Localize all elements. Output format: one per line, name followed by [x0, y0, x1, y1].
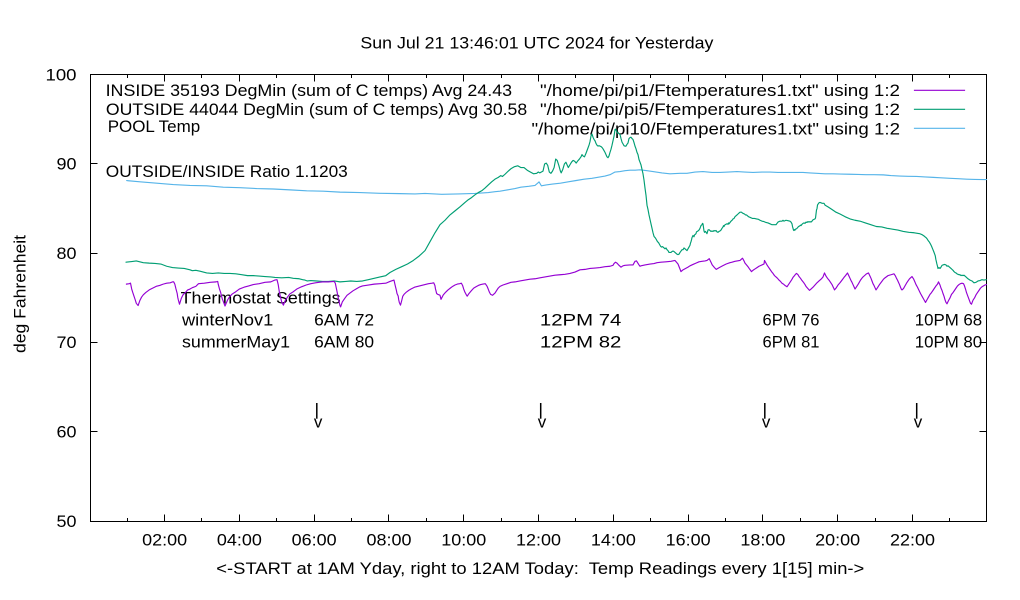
svg-text:INSIDE 35193 DegMin (sum of C: INSIDE 35193 DegMin (sum of C temps) Avg… — [106, 81, 512, 100]
svg-text:18:00: 18:00 — [740, 531, 785, 550]
svg-text:<-START at 1AM Yday, right to: <-START at 1AM Yday, right to 12AM Today… — [216, 559, 864, 578]
svg-text:Sun Jul 21 13:46:01 UTC 2024 f: Sun Jul 21 13:46:01 UTC 2024 for Yesterd… — [360, 34, 714, 53]
svg-text:04:00: 04:00 — [217, 531, 262, 550]
svg-text:"/home/pi/pi10/Ftemperatures1.: "/home/pi/pi10/Ftemperatures1.txt" using… — [532, 119, 901, 138]
svg-text:v: v — [538, 413, 547, 432]
svg-text:12PM 74: 12PM 74 — [540, 311, 622, 330]
svg-text:6AM 72: 6AM 72 — [314, 311, 374, 330]
svg-text:60: 60 — [57, 423, 77, 442]
svg-text:12:00: 12:00 — [516, 531, 561, 550]
svg-text:80: 80 — [57, 244, 77, 263]
svg-text:12PM 82: 12PM 82 — [540, 333, 622, 352]
svg-text:"/home/pi/pi5/Ftemperatures1.t: "/home/pi/pi5/Ftemperatures1.txt" using … — [540, 100, 900, 119]
svg-text:02:00: 02:00 — [142, 531, 187, 550]
svg-text:100: 100 — [46, 65, 77, 84]
svg-text:v: v — [314, 413, 323, 432]
svg-text:v: v — [914, 413, 923, 432]
svg-text:20:00: 20:00 — [815, 531, 860, 550]
svg-text:OUTSIDE 44044 DegMin (sum of C: OUTSIDE 44044 DegMin (sum of C temps) Av… — [106, 100, 527, 119]
svg-text:70: 70 — [57, 333, 77, 352]
svg-text:POOL Temp: POOL Temp — [108, 117, 201, 136]
svg-text:winterNov1: winterNov1 — [181, 311, 273, 330]
svg-text:14:00: 14:00 — [591, 531, 636, 550]
svg-text:OUTSIDE/INSIDE Ratio 1.1203: OUTSIDE/INSIDE Ratio 1.1203 — [106, 162, 348, 181]
svg-text:10:00: 10:00 — [441, 531, 486, 550]
svg-text:"/home/pi/pi1/Ftemperatures1.t: "/home/pi/pi1/Ftemperatures1.txt" using … — [540, 81, 900, 100]
svg-text:v: v — [762, 413, 771, 432]
svg-text:10PM 68: 10PM 68 — [915, 311, 983, 330]
svg-text:90: 90 — [57, 155, 77, 174]
svg-text:16:00: 16:00 — [666, 531, 711, 550]
svg-text:08:00: 08:00 — [366, 531, 411, 550]
svg-text:summerMay1: summerMay1 — [182, 333, 290, 352]
svg-text:06:00: 06:00 — [292, 531, 337, 550]
svg-text:10PM 80: 10PM 80 — [915, 333, 983, 352]
svg-text:6PM 76: 6PM 76 — [763, 311, 820, 330]
svg-text:50: 50 — [57, 512, 77, 531]
svg-text:6PM 81: 6PM 81 — [763, 333, 820, 352]
svg-text:Thermostat Settings: Thermostat Settings — [181, 288, 341, 307]
svg-text:6AM 80: 6AM 80 — [314, 333, 374, 352]
svg-text:deg Fahrenheit: deg Fahrenheit — [11, 235, 30, 353]
svg-text:22:00: 22:00 — [890, 531, 935, 550]
